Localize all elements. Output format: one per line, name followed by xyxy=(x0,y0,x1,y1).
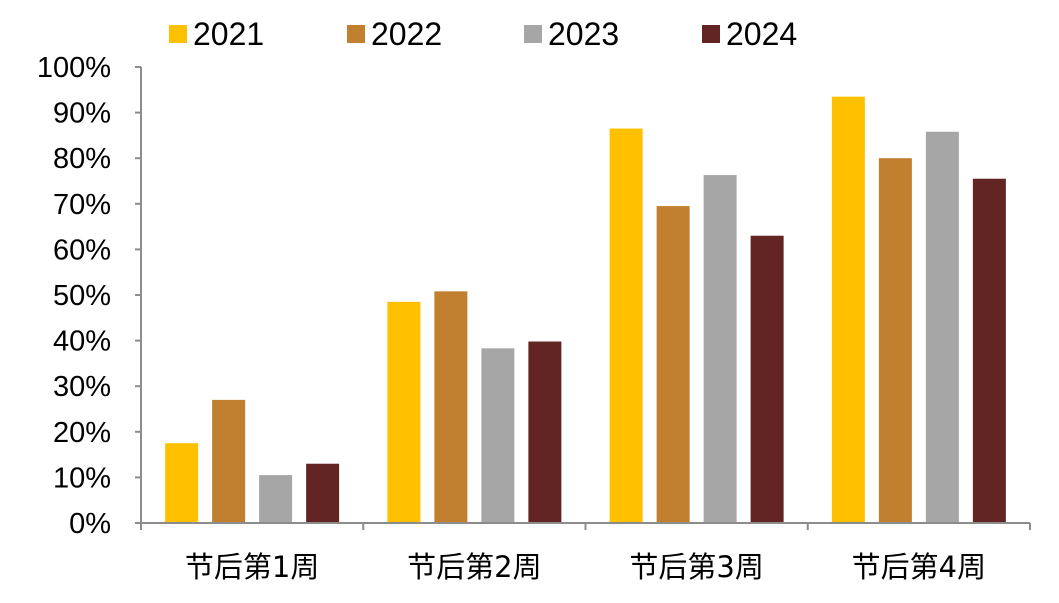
y-tick-label: 0% xyxy=(69,508,111,540)
bar-2023-cat4 xyxy=(925,131,959,523)
y-tick-label: 20% xyxy=(53,417,111,449)
legend-swatch-2021 xyxy=(169,25,187,43)
legend-label-2021: 2021 xyxy=(193,16,264,52)
legend-swatch-2024 xyxy=(702,25,720,43)
y-tick-label: 80% xyxy=(53,143,111,175)
legend-label-2023: 2023 xyxy=(548,16,619,52)
legend-swatch-2023 xyxy=(524,25,542,43)
y-tick-label: 40% xyxy=(53,326,111,358)
bar-2024-cat4 xyxy=(972,178,1006,523)
bar-2021-cat3 xyxy=(609,128,643,523)
bars xyxy=(165,96,1006,523)
y-tick-label: 60% xyxy=(53,234,111,266)
legend-label-2024: 2024 xyxy=(726,16,797,52)
x-category-label: 节后第4周 xyxy=(852,550,986,584)
bar-2023-cat1 xyxy=(259,475,293,523)
x-axis: 节后第1周 节后第2周 节后第3周 节后第4周 xyxy=(140,522,1031,584)
bar-2022-cat2 xyxy=(434,291,468,523)
bar-2024-cat2 xyxy=(528,341,562,523)
bar-2023-cat3 xyxy=(703,175,737,523)
x-category-label: 节后第3周 xyxy=(629,550,763,584)
y-tick-label: 90% xyxy=(53,98,111,130)
bar-2024-cat1 xyxy=(306,463,340,523)
y-tick-label: 100% xyxy=(37,52,111,84)
bar-2022-cat1 xyxy=(212,399,246,523)
y-tick-label: 50% xyxy=(53,280,111,312)
bar-2022-cat4 xyxy=(878,158,912,523)
bar-2021-cat1 xyxy=(165,443,199,523)
y-axis: 0% 10% 20% 30% 40% 50% 60% 70% 80% 90% 100% xyxy=(37,52,142,540)
legend-swatch-2022 xyxy=(347,25,365,43)
y-tick-label: 70% xyxy=(53,189,111,221)
x-category-label: 节后第2周 xyxy=(407,550,541,584)
bar-2021-cat4 xyxy=(831,96,865,523)
x-category-label: 节后第1周 xyxy=(185,550,319,584)
legend: 2021 2022 2023 2024 xyxy=(169,16,797,52)
legend-label-2022: 2022 xyxy=(371,16,442,52)
bar-2023-cat2 xyxy=(481,348,515,523)
bar-2021-cat2 xyxy=(387,301,421,523)
y-tick-label: 10% xyxy=(53,462,111,494)
bar-2022-cat3 xyxy=(656,206,690,523)
bar-2024-cat3 xyxy=(750,235,784,523)
y-tick-label: 30% xyxy=(53,371,111,403)
